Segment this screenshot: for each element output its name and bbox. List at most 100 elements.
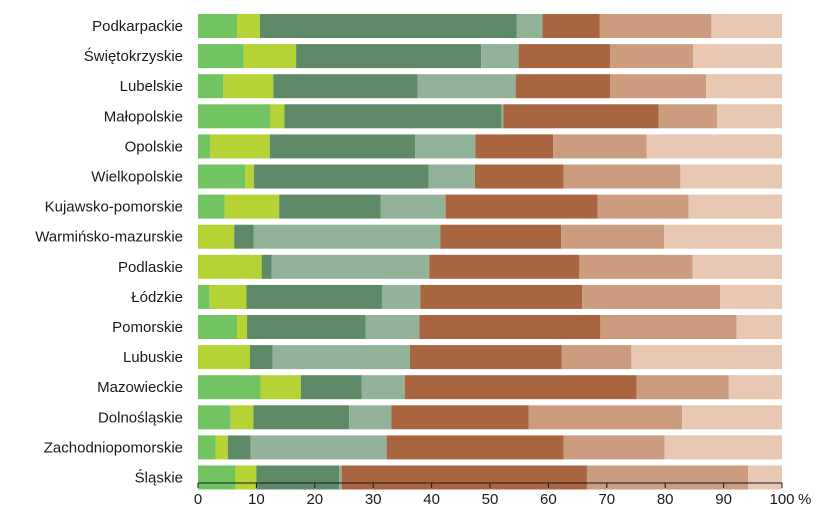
bar-segment-7-5 (445, 194, 598, 219)
bar-segment-4-4 (501, 104, 504, 129)
bar-segment-7-2 (224, 194, 280, 219)
x-tick-label: 90 (715, 491, 732, 507)
x-tick-label: 80 (657, 491, 674, 507)
bar-segment-13-3 (300, 375, 362, 400)
x-tick-label: 20 (306, 491, 323, 507)
bar-segment-13-4 (361, 375, 405, 400)
bar-segment-2-6 (610, 44, 694, 69)
bar-segment-2-5 (518, 44, 611, 69)
bar-segment-4-3 (284, 104, 502, 129)
category-label: Wielkopolskie (91, 169, 183, 186)
bar-segment-14-5 (391, 405, 529, 430)
bar-segment-7-3 (279, 194, 381, 219)
bar-segment-6-2 (245, 164, 255, 189)
bar-segment-2-4 (481, 44, 519, 69)
bar-segment-11-2 (237, 315, 248, 339)
bar-segment-7-4 (380, 194, 446, 219)
bar-segment-4-6 (658, 104, 718, 129)
bar-segment-6-3 (254, 164, 429, 189)
category-label: Mazowieckie (97, 379, 183, 396)
bar-segment-6-7 (680, 164, 782, 189)
bar-segment-14-1 (198, 405, 231, 430)
bar-segment-9-7 (692, 254, 782, 279)
category-label: Warmińsko-mazurskie (35, 229, 183, 246)
category-label: Podkarpackie (92, 18, 183, 35)
bar-segment-12-4 (272, 345, 410, 370)
bar-segment-15-4 (250, 435, 387, 460)
bar-segment-1-2 (237, 14, 260, 38)
bar-segment-15-2 (215, 435, 228, 460)
bar-segment-13-5 (404, 375, 637, 400)
bar-segment-15-6 (563, 435, 665, 460)
x-tick-label: 70 (598, 491, 615, 507)
bar-segment-13-2 (260, 375, 301, 400)
bar-segment-15-7 (664, 435, 782, 460)
bar-segment-7-6 (597, 194, 689, 219)
bar-segment-10-6 (582, 284, 721, 309)
bar-segment-8-3 (234, 224, 254, 249)
bar-segment-12-5 (409, 345, 562, 370)
bar-segment-8-5 (440, 224, 562, 249)
bar-segment-5-3 (269, 134, 416, 159)
x-tick-label: 0 (194, 491, 202, 507)
x-axis: 0 10 20 30 40 50 60 70 80 90 100% (194, 482, 811, 508)
bar-segment-12-2 (198, 345, 250, 370)
bar-segment-16-1 (198, 465, 236, 490)
bar-segment-2-3 (296, 44, 482, 69)
bar-segment-10-3 (246, 284, 382, 309)
bar-segment-5-1 (198, 134, 211, 159)
bar-segment-3-1 (198, 74, 224, 99)
bar-segment-9-4 (271, 254, 430, 279)
bar-segment-11-5 (419, 315, 601, 339)
bar-segment-1-7 (711, 14, 782, 38)
category-label: Pomorskie (112, 319, 183, 336)
bar-segment-6-1 (198, 164, 246, 189)
bar-segment-14-2 (230, 405, 254, 430)
bar-segment-14-3 (253, 405, 350, 430)
bar-segment-1-3 (259, 14, 517, 38)
bars-group (198, 14, 782, 490)
bar-segment-5-5 (475, 134, 554, 159)
bar-segment-5-7 (646, 134, 782, 159)
bar-segment-6-4 (428, 164, 475, 189)
category-label: Śląskie (135, 469, 183, 487)
bar-segment-12-7 (631, 345, 782, 370)
bar-segment-14-4 (349, 405, 392, 430)
bar-segment-2-2 (243, 44, 297, 69)
bar-segment-3-3 (273, 74, 418, 99)
bar-segment-7-1 (198, 194, 225, 219)
bar-segment-5-4 (415, 134, 476, 159)
bar-segment-2-7 (693, 44, 782, 69)
bar-segment-16-4 (339, 465, 342, 490)
x-unit-label: % (798, 491, 811, 507)
bar-segment-3-7 (706, 74, 782, 99)
bar-segment-9-5 (429, 254, 580, 279)
bar-segment-16-3 (256, 465, 340, 490)
bar-segment-15-3 (227, 435, 251, 460)
bar-segment-10-2 (209, 284, 247, 309)
bar-segment-11-7 (736, 315, 782, 339)
category-label: Zachodniopomorskie (44, 439, 183, 456)
x-tick-label: 40 (423, 491, 440, 507)
category-label: Lubuskie (123, 349, 183, 366)
bar-segment-13-7 (728, 375, 782, 400)
bar-segment-11-1 (198, 315, 238, 339)
bar-segment-11-6 (600, 315, 737, 339)
bar-segment-15-5 (386, 435, 564, 460)
bar-segment-14-6 (528, 405, 683, 430)
bar-segment-1-4 (516, 14, 543, 38)
category-label: Małopolskie (104, 108, 183, 125)
x-tick-label: 100 (769, 491, 794, 507)
bar-segment-9-6 (579, 254, 693, 279)
bar-segment-8-7 (664, 224, 782, 249)
bar-segment-4-7 (717, 104, 782, 129)
category-label: Świętokrzyskie (84, 47, 183, 65)
bar-segment-16-5 (341, 465, 587, 490)
bar-segment-9-3 (261, 254, 272, 279)
bar-segment-9-2 (198, 254, 262, 279)
category-labels: Podkarpackie Świętokrzyskie Lubelskie Małop… (35, 18, 183, 487)
category-label: Podlaskie (118, 259, 183, 276)
bar-segment-13-6 (636, 375, 729, 400)
bar-segment-8-2 (198, 224, 235, 249)
